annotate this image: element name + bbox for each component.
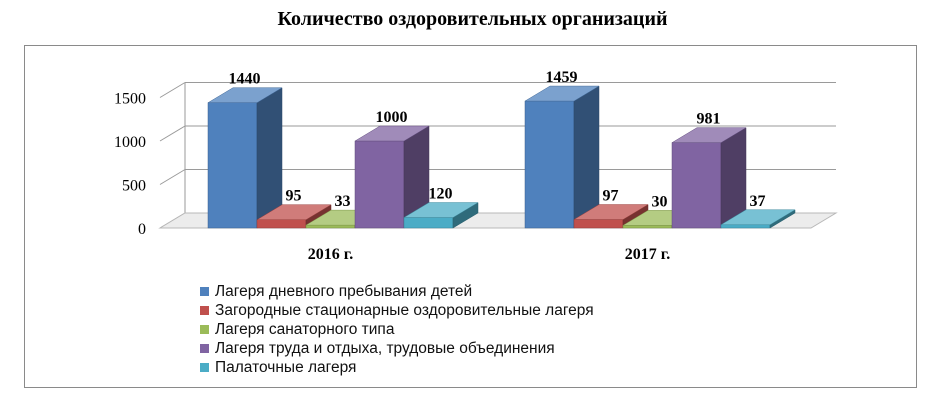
bar — [207, 102, 258, 229]
bar-top — [524, 85, 600, 102]
bar — [671, 142, 722, 229]
chart-legend: Лагеря дневного пребывания детей Загородн… — [200, 282, 594, 377]
bar — [720, 224, 771, 229]
data-label: 120 — [429, 186, 453, 203]
bar-top — [207, 87, 283, 103]
data-label: 95 — [286, 188, 302, 205]
bar-top — [354, 125, 430, 142]
bar — [403, 217, 454, 229]
bar — [573, 219, 624, 229]
bar — [256, 219, 307, 229]
legend-label: Палаточные лагеря — [215, 358, 357, 376]
data-label: 37 — [750, 193, 766, 210]
bar-top — [256, 204, 332, 220]
bar-top — [403, 202, 479, 218]
data-label: 1000 — [376, 109, 408, 126]
legend-swatch — [200, 306, 209, 315]
bar — [622, 225, 673, 229]
data-label: 30 — [652, 193, 668, 210]
x-tick-label: 2017 г. — [625, 246, 670, 263]
data-label: 981 — [697, 111, 721, 128]
legend-swatch — [200, 287, 209, 296]
legend-swatch — [200, 325, 209, 334]
legend-item: Лагеря санаторного типа — [200, 320, 594, 339]
legend-label: Лагеря труда и отдыха, трудовые объедине… — [215, 339, 555, 357]
data-label: 1440 — [229, 71, 261, 88]
legend-label: Лагеря дневного пребывания детей — [215, 282, 473, 300]
gridline-side — [159, 125, 186, 142]
x-tick-label: 2016 г. — [308, 246, 353, 263]
legend-item: Лагеря труда и отдыха, трудовые объедине… — [200, 339, 594, 358]
data-label: 1459 — [546, 69, 578, 86]
chart-frame — [24, 45, 917, 388]
bar-top — [720, 209, 796, 226]
gridline-side — [159, 169, 186, 185]
legend-swatch — [200, 344, 209, 353]
legend-item: Палаточные лагеря — [200, 358, 594, 377]
data-label: 97 — [603, 188, 619, 205]
y-tick-label: 500 — [122, 178, 146, 195]
data-label: 33 — [335, 193, 351, 210]
bar-top — [671, 127, 747, 143]
bar — [305, 224, 356, 229]
bar — [354, 140, 405, 229]
legend-item: Лагеря дневного пребывания детей — [200, 282, 594, 301]
legend-label: Лагеря санаторного типа — [215, 320, 395, 338]
gridline-side — [159, 82, 186, 98]
legend-swatch — [200, 363, 209, 372]
chart-title: Количество оздоровительных организаций — [277, 8, 668, 30]
y-tick-label: 1000 — [114, 134, 146, 151]
bar-top — [573, 204, 649, 220]
bar — [524, 100, 575, 229]
y-tick-label: 0 — [138, 221, 146, 238]
y-tick-label: 1500 — [114, 91, 146, 108]
legend-label: Загородные стационарные оздоровительные … — [215, 301, 594, 319]
legend-item: Загородные стационарные оздоровительные … — [200, 301, 594, 320]
